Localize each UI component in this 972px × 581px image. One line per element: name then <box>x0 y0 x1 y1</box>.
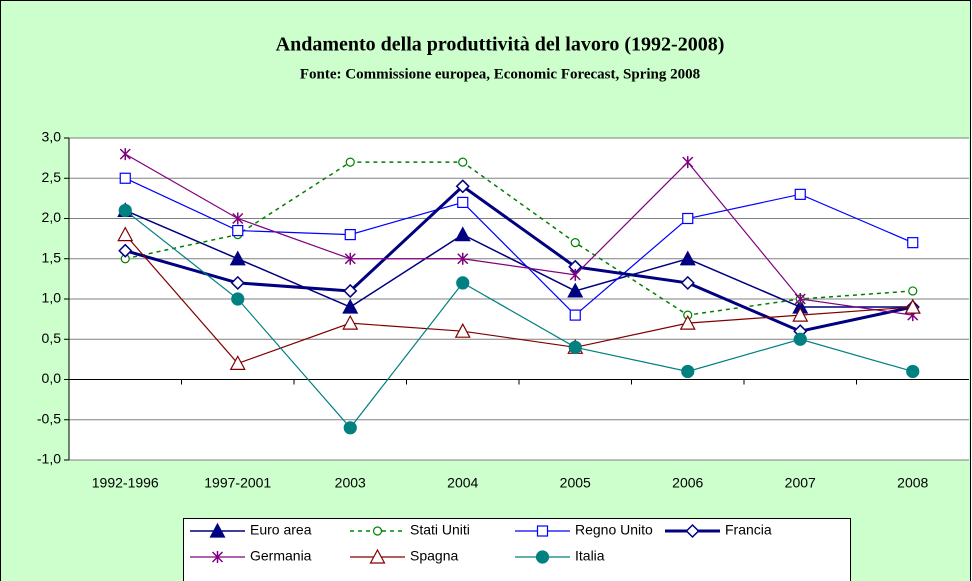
legend-marker <box>536 525 549 537</box>
legend-marker <box>369 548 386 564</box>
legend-label: Regno Unito <box>575 522 653 538</box>
data-point <box>342 314 359 330</box>
data-point <box>455 179 470 194</box>
data-point <box>681 364 695 379</box>
data-point <box>454 226 471 242</box>
legend-label: Francia <box>725 522 772 538</box>
data-point <box>457 196 469 208</box>
data-point <box>344 229 356 241</box>
legend-marker <box>372 526 383 536</box>
data-point <box>793 332 807 346</box>
y-tick-label: -1,0 <box>37 451 61 467</box>
data-point <box>456 276 470 290</box>
legend-marker <box>535 550 550 564</box>
chart-title: Andamento della produttività del lavoro … <box>276 34 725 56</box>
data-point <box>232 224 244 237</box>
data-point <box>229 250 246 266</box>
data-point <box>343 283 358 299</box>
x-tick-label: 1992-1996 <box>92 475 159 491</box>
data-point <box>119 172 131 184</box>
legend-label: Italia <box>575 548 605 564</box>
y-tick-label: 1,0 <box>42 290 62 306</box>
data-point <box>680 275 695 290</box>
data-point <box>794 293 806 305</box>
x-tick-label: 2008 <box>897 475 928 491</box>
x-tick-label: 2006 <box>672 475 703 491</box>
data-point <box>342 298 359 314</box>
data-point <box>345 157 355 167</box>
data-point <box>908 286 918 296</box>
data-point <box>906 364 920 379</box>
data-point <box>904 298 921 314</box>
data-point <box>792 306 809 322</box>
series-line <box>124 209 913 429</box>
series-line <box>124 184 914 333</box>
data-point <box>118 203 132 218</box>
legend-marker <box>211 551 224 563</box>
data-point <box>344 252 356 265</box>
data-point <box>569 309 581 321</box>
data-point <box>458 157 468 167</box>
data-point <box>119 148 131 161</box>
data-point <box>343 421 357 435</box>
y-tick-label: 2,5 <box>42 169 62 185</box>
data-point <box>117 226 134 242</box>
data-point <box>230 275 245 290</box>
x-tick-label: 1997-2001 <box>204 475 271 491</box>
data-point <box>457 252 469 265</box>
series-line <box>124 153 913 316</box>
data-point <box>907 237 919 249</box>
data-point <box>229 355 246 370</box>
data-point <box>454 322 471 338</box>
data-point <box>118 243 133 258</box>
legend-marker <box>209 522 226 538</box>
series-line <box>125 161 913 316</box>
data-point <box>679 250 696 266</box>
y-tick-label: 1,5 <box>42 249 62 265</box>
data-point <box>679 314 696 330</box>
y-tick-label: 0,5 <box>42 330 62 346</box>
x-tick-label: 2004 <box>447 475 478 491</box>
data-point <box>794 188 806 200</box>
y-tick-label: 2,0 <box>42 209 62 225</box>
y-tick-label: 3,0 <box>42 129 62 145</box>
data-point <box>569 268 581 281</box>
chart-subtitle: Fonte: Commissione europea, Economic For… <box>300 66 700 82</box>
legend-label: Germania <box>250 548 312 564</box>
series-line <box>124 209 913 308</box>
data-point <box>231 292 245 306</box>
data-point <box>682 156 694 169</box>
legend-label: Stati Uniti <box>410 522 470 538</box>
data-point <box>232 212 244 225</box>
legend-marker <box>685 523 700 539</box>
data-point <box>570 238 580 248</box>
series-line <box>124 234 913 365</box>
y-tick-label: 0,0 <box>42 370 62 386</box>
x-tick-label: 2005 <box>560 475 591 491</box>
legend-box <box>183 518 851 581</box>
data-point <box>682 212 694 225</box>
data-point <box>568 340 582 354</box>
x-tick-label: 2007 <box>785 475 816 491</box>
data-point <box>567 282 584 298</box>
x-tick-label: 2003 <box>335 475 366 491</box>
legend-label: Spagna <box>410 548 458 564</box>
series-line <box>124 177 913 316</box>
legend-label: Euro area <box>250 522 312 538</box>
y-tick-label: -0,5 <box>37 410 61 426</box>
